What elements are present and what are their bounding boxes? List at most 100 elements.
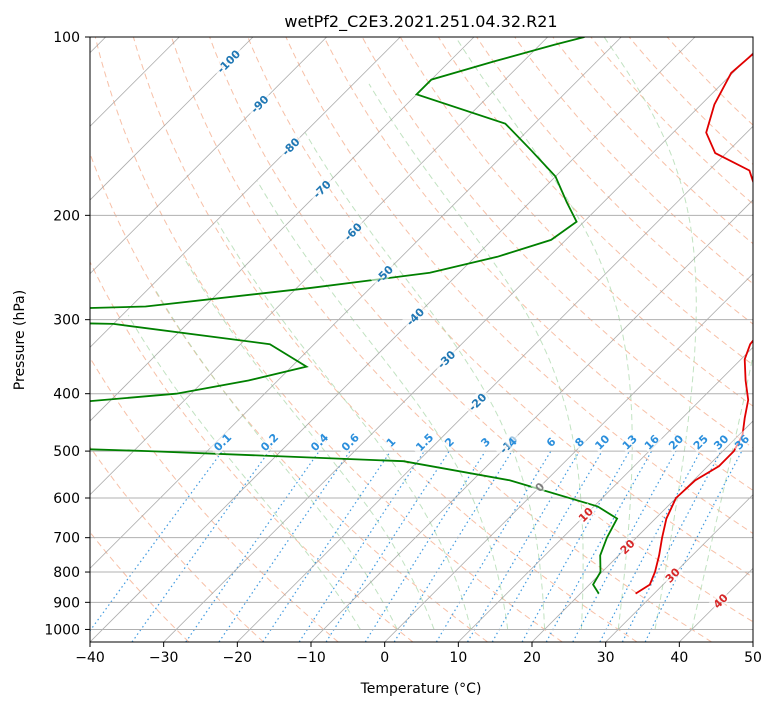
moist-adiabat-line: [304, 132, 546, 630]
mixing-ratio-label-group: 8: [570, 433, 588, 451]
series-layer: [90, 37, 753, 595]
isotherm-label-backing: [307, 174, 336, 203]
isotherm-label-group: 0: [530, 478, 548, 496]
mixing-ratio-label-backing: [476, 433, 494, 451]
x-tick-label: −40: [75, 650, 105, 666]
isotherm-line: [163, 52, 753, 642]
mixing-ratio-line: [262, 450, 392, 642]
y-tick-label: 600: [53, 491, 80, 507]
x-tick-label: −30: [149, 650, 179, 666]
dry-adiabat-line: [132, 37, 638, 642]
x-tick-label: −10: [296, 650, 326, 666]
isotherm-line: [90, 37, 548, 496]
mixing-ratio-label-group: 4: [503, 433, 521, 451]
isotherm-line: [237, 125, 753, 642]
mixing-ratio-line: [364, 450, 486, 642]
isotherm-label-backing: [400, 302, 429, 331]
mixing-ratio-line: [325, 450, 450, 642]
mixing-ratio-line: [599, 450, 702, 642]
x-tick-label: 30: [597, 650, 615, 666]
moist-adiabat-line: [182, 256, 435, 630]
mixing-ratio-label-backing: [688, 430, 712, 453]
isotherm-line: [90, 37, 254, 201]
isotherm-line: [605, 494, 753, 642]
mixing-ratio-line: [435, 450, 552, 642]
mixing-ratio-label-backing: [503, 433, 521, 451]
y-axis-label: Pressure (hPa): [12, 290, 28, 390]
y-tick-label: 800: [53, 565, 80, 581]
moist-adiabat-line: [368, 83, 584, 630]
mixing-ratio-label-backing: [381, 433, 399, 451]
y-tick-label: 100: [53, 30, 80, 46]
x-tick-label: 40: [670, 650, 688, 666]
isotherm-label-backing: [211, 44, 245, 78]
mixing-ratio-label-backing: [570, 433, 588, 451]
moist-adiabat-line: [256, 180, 509, 630]
mixing-ratio-line: [298, 450, 425, 642]
dry-adiabat-label-backing: [615, 535, 639, 558]
isotherm-line: [90, 37, 622, 569]
mixing-ratio-label-backing: [255, 427, 283, 456]
mixing-ratio-label-backing: [590, 430, 613, 453]
mixing-ratio-line: [185, 450, 320, 642]
axes-layer: −40 −30 −20 −10 0 10 20 30 40 5010020030040050060…: [44, 30, 762, 666]
moist-adiabat-line: [216, 221, 472, 630]
mixing-ratio-label-backing: [440, 433, 458, 451]
dry-adiabat-label-backing: [708, 589, 732, 612]
moist-adiabat-line: [455, 37, 633, 630]
y-tick-label: 200: [53, 208, 80, 224]
isotherm-label-backing: [530, 478, 548, 496]
isotherm-line: [90, 37, 696, 642]
dry-adiabat-line: [476, 37, 753, 325]
isotherm-line: [458, 346, 753, 642]
x-tick-label: 0: [380, 650, 389, 666]
x-tick-label: 50: [744, 650, 762, 666]
y-tick-label: 300: [53, 313, 80, 329]
temperature-profile-line: [635, 52, 753, 595]
dry-adiabat-line: [90, 446, 264, 642]
chart-title: wetPf2_C2E3.2021.251.04.32.R21: [284, 12, 557, 32]
y-tick-label: 400: [53, 387, 80, 403]
mixing-ratio-label-group: 1: [381, 433, 399, 451]
isotherm-label-backing: [432, 345, 460, 373]
dewpoint-profile-line: [90, 37, 619, 595]
mixing-ratio-label-backing: [305, 427, 333, 456]
dry-adiabat-line: [628, 37, 753, 166]
mixing-ratio-label-group: 6: [541, 433, 560, 451]
y-tick-label: 500: [53, 444, 80, 460]
y-tick-label: 1000: [44, 622, 80, 638]
mixing-ratio-label-group: 2: [440, 433, 458, 451]
isotherm-label-backing: [338, 217, 367, 246]
moist-adiabat-line: [603, 37, 697, 630]
mixing-ratio-label-backing: [335, 427, 364, 456]
mixing-ratio-label-backing: [208, 427, 236, 456]
mixing-ratio-line: [466, 450, 580, 642]
mixing-ratio-label-backing: [730, 430, 753, 453]
dry-adiabat-line: [514, 37, 753, 285]
dry-adiabat-line: [323, 37, 753, 491]
dry-adiabat-label-backing: [574, 503, 597, 526]
moist-adiabat-line: [691, 353, 753, 630]
isotherm-label-backing: [245, 89, 274, 118]
isotherm-label-backing: [369, 260, 398, 288]
mixing-ratio-line: [218, 450, 351, 642]
mixing-ratio-label-backing: [664, 430, 687, 453]
isotherm-line: [90, 37, 475, 422]
isotherm-line: [310, 199, 753, 642]
x-tick-label: 20: [523, 650, 541, 666]
isotherm-label-backing: [276, 132, 305, 161]
x-tick-label: −20: [223, 650, 253, 666]
x-tick-label: 10: [449, 650, 467, 666]
y-tick-label: 700: [53, 531, 80, 547]
dry-adiabat-line: [399, 37, 753, 407]
mixing-ratio-line: [572, 450, 677, 642]
y-tick-label: 900: [53, 595, 80, 611]
plot-frame: [89, 36, 754, 643]
mixing-ratio-label-backing: [617, 430, 641, 453]
mixing-ratio-label-group: 3: [476, 433, 494, 451]
isotherm-label-backing: [463, 387, 491, 416]
mixing-ratio-label-backing: [410, 427, 438, 456]
isotherm-line: [384, 273, 753, 642]
